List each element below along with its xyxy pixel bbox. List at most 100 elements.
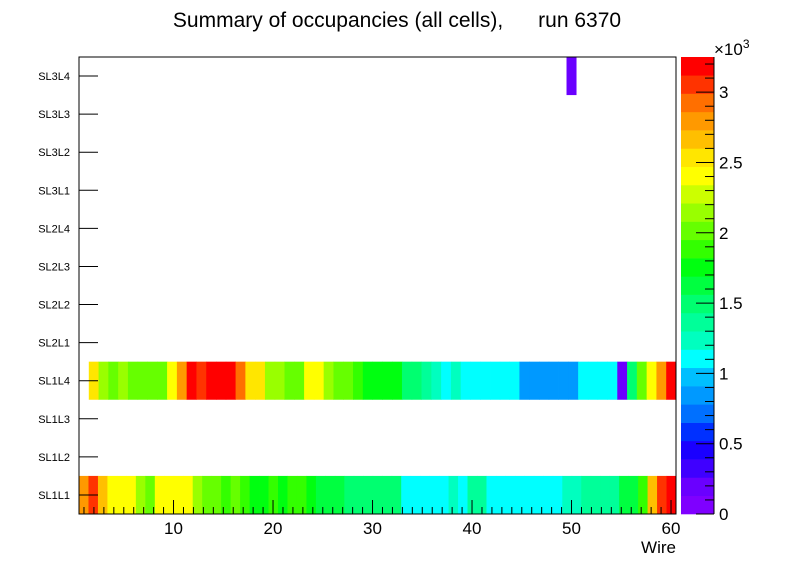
heatmap-cell <box>590 475 601 514</box>
color-scale-swatch <box>681 111 714 131</box>
y-tick-label: SL2L2 <box>38 300 70 312</box>
heatmap-cell <box>313 361 325 400</box>
heatmap-cell <box>287 475 298 514</box>
heatmap-cell <box>509 361 520 400</box>
multiplier-exponent: 3 <box>743 37 750 51</box>
heatmap-cell <box>533 475 544 514</box>
color-scale-swatch <box>681 459 714 478</box>
heatmap-cell <box>116 475 127 514</box>
heatmap-cell <box>173 475 184 514</box>
heatmap-cell <box>666 475 677 514</box>
heatmap-cell <box>306 475 317 514</box>
heatmap-cell <box>666 361 677 400</box>
heatmap-cell <box>581 475 592 514</box>
heatmap-cell <box>439 475 449 514</box>
heatmap-cells <box>79 57 677 514</box>
heatmap-cell <box>450 361 462 400</box>
heatmap-cell <box>656 361 667 400</box>
x-axis-ticks: 10 20 30 40 50 60 <box>83 500 680 538</box>
z-tick-label: 3 <box>719 83 728 102</box>
z-tick-label: 0.5 <box>719 435 743 454</box>
y-tick-label: SL1L3 <box>38 414 70 426</box>
y-tick-label: SL3L2 <box>38 147 70 159</box>
heatmap-cell <box>619 475 630 514</box>
heatmap-cell <box>230 475 241 514</box>
heatmap-cell <box>107 475 118 514</box>
heatmap-cell <box>196 361 207 400</box>
color-scale-ticks: 0 0.5 1 1.5 2 2.5 3 <box>696 57 743 524</box>
x-axis-label: Wire <box>641 538 676 557</box>
heatmap-cell <box>225 361 236 400</box>
heatmap-cell <box>638 475 648 514</box>
heatmap-cell <box>353 361 364 400</box>
y-tick-label: SL2L1 <box>38 338 70 350</box>
heatmap-cell <box>646 361 657 400</box>
color-scale-swatch <box>681 422 714 442</box>
color-scale-swatch <box>681 221 714 241</box>
heatmap-cell <box>284 361 295 400</box>
heatmap-cell <box>458 475 468 514</box>
x-tick-label: 20 <box>264 519 283 538</box>
heatmap-cell <box>323 361 334 400</box>
color-scale-bar <box>681 57 714 515</box>
heatmap-cell <box>627 361 638 400</box>
heatmap-cell <box>145 475 156 514</box>
color-scale-swatch <box>681 312 714 332</box>
x-tick-label: 10 <box>164 519 183 538</box>
y-tick-label: SL3L4 <box>38 71 70 83</box>
color-scale-swatch <box>681 258 714 277</box>
color-scale-swatch <box>681 440 714 460</box>
color-scale-swatch <box>681 239 714 259</box>
heatmap-cell <box>420 475 431 514</box>
x-tick-label: 40 <box>463 519 482 538</box>
heatmap-cell <box>441 361 452 400</box>
y-tick-label: SL1L1 <box>38 490 70 502</box>
heatmap-cell <box>392 361 403 400</box>
y-tick-label: SL2L3 <box>38 261 70 273</box>
heatmap-cell <box>235 361 246 400</box>
color-scale-swatch <box>681 367 714 387</box>
color-scale-swatch <box>681 203 714 222</box>
heatmap-cell <box>268 475 279 514</box>
heatmap-cell <box>164 475 175 514</box>
heatmap-cell <box>333 361 344 400</box>
heatmap-cell <box>186 361 197 400</box>
y-tick-label: SL3L3 <box>38 109 70 121</box>
heatmap-cell <box>221 475 232 514</box>
heatmap-cell <box>411 361 422 400</box>
heatmap-cell <box>255 361 266 400</box>
y-tick-label: SL1L4 <box>38 376 70 388</box>
heatmap-cell <box>499 361 511 400</box>
multiplier-base: ×10 <box>714 40 743 59</box>
heatmap-cell <box>538 361 550 400</box>
color-scale-swatch <box>681 184 714 204</box>
heatmap-cell <box>490 361 501 400</box>
z-tick-label: 2.5 <box>719 153 743 172</box>
heatmap-cell <box>325 475 336 514</box>
heatmap-cell <box>552 475 563 514</box>
heatmap-cell <box>519 361 530 400</box>
heatmap-cell <box>382 361 393 400</box>
heatmap-cell <box>192 475 203 514</box>
heatmap-cell <box>529 361 540 400</box>
heatmap-cell <box>460 361 471 400</box>
heatmap-cell <box>372 475 383 514</box>
heatmap-cell <box>167 361 178 400</box>
heatmap-cell <box>157 361 168 400</box>
heatmap-cell <box>543 475 554 514</box>
heatmap-cell <box>571 475 582 514</box>
heatmap-cell <box>97 475 108 514</box>
y-axis-labels: SL1L1 SL1L2 SL1L3 SL1L4 SL2L1 SL2L2 SL2L3 SL2L4… <box>38 71 98 502</box>
heatmap-cell <box>126 475 137 514</box>
heatmap-cell <box>568 361 579 400</box>
heatmap-cell <box>382 475 393 514</box>
x-tick-label: 30 <box>363 519 382 538</box>
heatmap-cell <box>211 475 222 514</box>
heatmap-cell <box>216 361 227 400</box>
heatmap-cell <box>154 475 165 514</box>
heatmap-cell <box>467 475 478 514</box>
heatmap-cell <box>486 475 497 514</box>
heatmap-cell <box>108 361 119 400</box>
heatmap-cell <box>617 361 628 400</box>
